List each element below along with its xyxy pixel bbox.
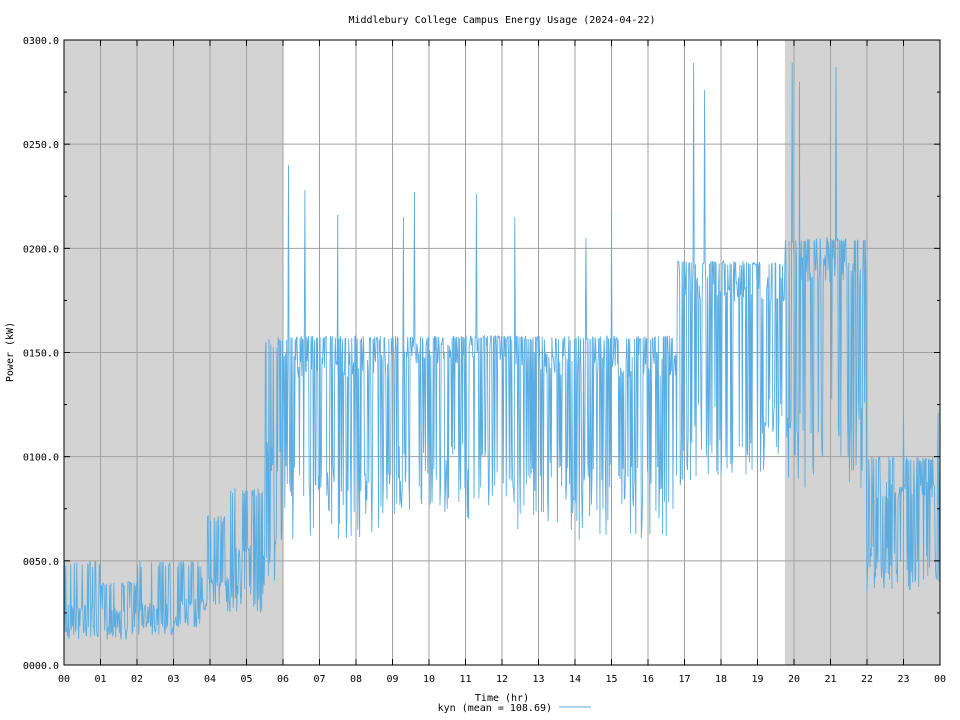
chart-title: Middlebury College Campus Energy Usage (… bbox=[348, 15, 655, 26]
y-tick-label-5: 0250.0 bbox=[23, 140, 59, 151]
x-tick-label-24: 00 bbox=[934, 674, 946, 685]
y-tick-label-4: 0200.0 bbox=[23, 244, 59, 255]
x-tick-label-1: 01 bbox=[94, 674, 106, 685]
x-tick-label-13: 13 bbox=[532, 674, 544, 685]
x-tick-label-17: 17 bbox=[678, 674, 690, 685]
grid-lines bbox=[64, 40, 940, 665]
x-tick-label-12: 12 bbox=[496, 674, 508, 685]
x-tick-label-16: 16 bbox=[642, 674, 654, 685]
x-tick-label-7: 07 bbox=[313, 674, 325, 685]
y-tick-label-0: 0000.0 bbox=[23, 661, 59, 672]
x-tick-label-21: 21 bbox=[824, 674, 836, 685]
x-tick-label-9: 09 bbox=[386, 674, 398, 685]
x-tick-label-8: 08 bbox=[350, 674, 362, 685]
x-tick-label-18: 18 bbox=[715, 674, 727, 685]
x-tick-label-15: 15 bbox=[605, 674, 617, 685]
x-tick-label-6: 06 bbox=[277, 674, 289, 685]
x-axis-label: Time (hr) bbox=[475, 693, 529, 704]
series-line-kyn bbox=[63, 62, 941, 640]
x-tick-label-22: 22 bbox=[861, 674, 873, 685]
x-tick-label-14: 14 bbox=[569, 674, 581, 685]
x-tick-label-19: 19 bbox=[751, 674, 763, 685]
y-tick-label-3: 0150.0 bbox=[23, 349, 59, 360]
legend: kyn (mean = 108.69) bbox=[438, 703, 591, 714]
x-tick-label-11: 11 bbox=[459, 674, 471, 685]
axis-ticks bbox=[63, 39, 941, 666]
y-tick-label-2: 0100.0 bbox=[23, 453, 59, 464]
x-tick-label-5: 05 bbox=[240, 674, 252, 685]
y-tick-label-6: 0300.0 bbox=[23, 36, 59, 47]
x-tick-label-10: 10 bbox=[423, 674, 435, 685]
y-tick-label-1: 0050.0 bbox=[23, 557, 59, 568]
y-axis-label: Power (kW) bbox=[5, 322, 16, 382]
series-layer bbox=[63, 62, 941, 640]
x-tick-label-0: 00 bbox=[58, 674, 70, 685]
x-tick-label-2: 02 bbox=[131, 674, 143, 685]
x-tick-label-20: 20 bbox=[788, 674, 800, 685]
x-tick-label-4: 04 bbox=[204, 674, 216, 685]
legend-entry-label: kyn (mean = 108.69) bbox=[438, 703, 552, 714]
axis-tick-labels: 00 01 02 03 04 05 06 07 08 09 10 11 12 13 14 15 16 17 18 19… bbox=[23, 36, 946, 685]
x-tick-label-3: 03 bbox=[167, 674, 179, 685]
x-tick-label-23: 23 bbox=[897, 674, 909, 685]
